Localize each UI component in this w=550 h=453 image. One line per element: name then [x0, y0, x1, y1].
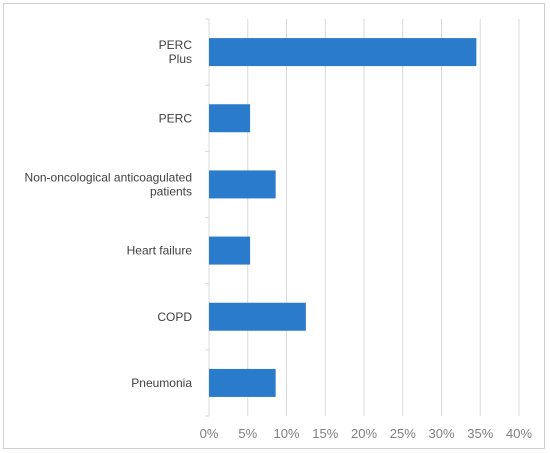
category-label: Heart failure [127, 244, 193, 258]
bar [209, 302, 306, 331]
category-label: Non-oncological anticoagulated [25, 170, 192, 184]
x-tick-label: 35% [467, 426, 493, 441]
x-tick-label: 40% [506, 426, 532, 441]
bar [209, 38, 477, 67]
bar [209, 236, 251, 265]
x-tick-label: 25% [390, 426, 416, 441]
x-tick-label: 5% [238, 426, 257, 441]
x-tick-label: 30% [428, 426, 454, 441]
bar [209, 104, 251, 133]
x-tick-label: 0% [200, 426, 219, 441]
category-label: patients [150, 184, 192, 198]
bar [209, 170, 276, 199]
category-label: Plus [169, 52, 192, 66]
category-label: PERC [159, 111, 193, 125]
x-tick-label: 15% [312, 426, 338, 441]
category-label: COPD [157, 310, 192, 324]
category-label: PERC [159, 38, 193, 52]
chart-frame: 0% 5% 10% 15% 20% 25% 30% 35% 40% PERC Plus PERC Non… [3, 3, 545, 449]
x-tick-label: 10% [273, 426, 299, 441]
bar-chart: 0% 5% 10% 15% 20% 25% 30% 35% 40%PERCPlusPERCNon… [25, 18, 532, 441]
x-tick-label: 20% [351, 426, 377, 441]
bar [209, 368, 276, 397]
category-label: Pneumonia [131, 376, 192, 390]
